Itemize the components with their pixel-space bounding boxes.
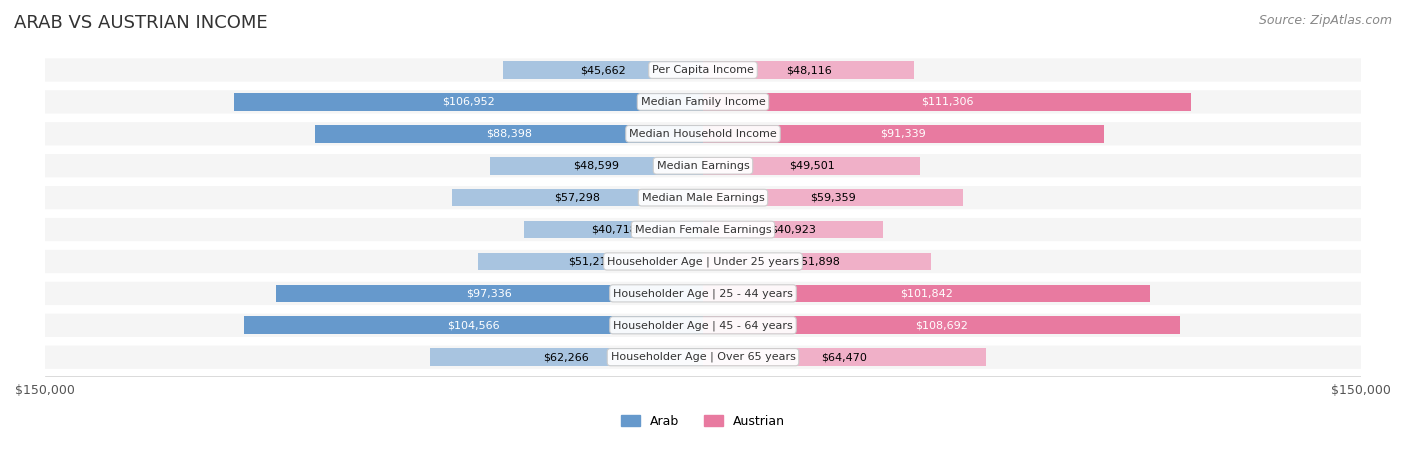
Bar [703, 93, 1191, 111]
Bar [703, 61, 914, 79]
Text: $104,566: $104,566 [447, 320, 501, 330]
Text: Householder Age | Under 25 years: Householder Age | Under 25 years [607, 256, 799, 267]
FancyBboxPatch shape [45, 346, 1361, 369]
FancyBboxPatch shape [45, 186, 1361, 209]
FancyBboxPatch shape [45, 90, 1361, 113]
Bar [703, 189, 963, 206]
FancyBboxPatch shape [45, 250, 1361, 273]
FancyBboxPatch shape [45, 154, 1361, 177]
Bar [233, 93, 703, 111]
Text: $62,266: $62,266 [544, 352, 589, 362]
Bar [451, 189, 703, 206]
Text: $40,718: $40,718 [591, 225, 637, 234]
Bar [245, 317, 703, 334]
FancyBboxPatch shape [45, 58, 1361, 82]
Text: Median Earnings: Median Earnings [657, 161, 749, 171]
Text: Householder Age | 25 - 44 years: Householder Age | 25 - 44 years [613, 288, 793, 298]
Text: Median Female Earnings: Median Female Earnings [634, 225, 772, 234]
Bar [478, 253, 703, 270]
Text: $64,470: $64,470 [821, 352, 868, 362]
Text: Householder Age | 45 - 64 years: Householder Age | 45 - 64 years [613, 320, 793, 331]
Bar [703, 221, 883, 238]
Bar [703, 348, 986, 366]
Text: $59,359: $59,359 [810, 193, 856, 203]
FancyBboxPatch shape [45, 314, 1361, 337]
Bar [489, 157, 703, 175]
Text: $108,692: $108,692 [915, 320, 967, 330]
FancyBboxPatch shape [45, 282, 1361, 305]
Bar [430, 348, 703, 366]
Bar [524, 221, 703, 238]
Text: $101,842: $101,842 [900, 288, 953, 298]
Text: Source: ZipAtlas.com: Source: ZipAtlas.com [1258, 14, 1392, 27]
Text: $48,116: $48,116 [786, 65, 831, 75]
Text: Median Household Income: Median Household Income [628, 129, 778, 139]
Bar [703, 125, 1104, 142]
Text: $111,306: $111,306 [921, 97, 973, 107]
Bar [315, 125, 703, 142]
Text: $57,298: $57,298 [554, 193, 600, 203]
Bar [703, 284, 1150, 302]
Text: $48,599: $48,599 [574, 161, 620, 171]
Text: $97,336: $97,336 [467, 288, 512, 298]
FancyBboxPatch shape [45, 122, 1361, 146]
Bar [276, 284, 703, 302]
Text: $51,898: $51,898 [794, 256, 839, 267]
Text: $106,952: $106,952 [441, 97, 495, 107]
Bar [703, 253, 931, 270]
FancyBboxPatch shape [45, 218, 1361, 241]
Bar [703, 317, 1180, 334]
Text: $49,501: $49,501 [789, 161, 834, 171]
Legend: Arab, Austrian: Arab, Austrian [616, 410, 790, 433]
Text: $40,923: $40,923 [770, 225, 815, 234]
Text: $88,398: $88,398 [486, 129, 531, 139]
Text: Per Capita Income: Per Capita Income [652, 65, 754, 75]
Bar [703, 157, 920, 175]
Text: $91,339: $91,339 [880, 129, 927, 139]
Bar [503, 61, 703, 79]
Text: Median Male Earnings: Median Male Earnings [641, 193, 765, 203]
Text: ARAB VS AUSTRIAN INCOME: ARAB VS AUSTRIAN INCOME [14, 14, 267, 32]
Text: Householder Age | Over 65 years: Householder Age | Over 65 years [610, 352, 796, 362]
Text: $51,219: $51,219 [568, 256, 613, 267]
Text: Median Family Income: Median Family Income [641, 97, 765, 107]
Text: $45,662: $45,662 [579, 65, 626, 75]
